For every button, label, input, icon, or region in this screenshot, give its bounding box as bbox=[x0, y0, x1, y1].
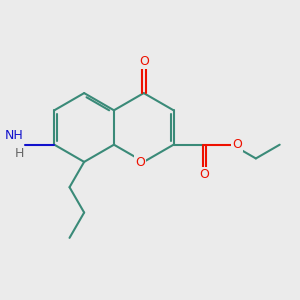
Text: O: O bbox=[200, 168, 209, 181]
Text: O: O bbox=[136, 156, 146, 169]
Text: O: O bbox=[232, 138, 242, 151]
Text: O: O bbox=[139, 55, 149, 68]
Text: NH: NH bbox=[5, 129, 24, 142]
Text: H: H bbox=[14, 147, 24, 160]
